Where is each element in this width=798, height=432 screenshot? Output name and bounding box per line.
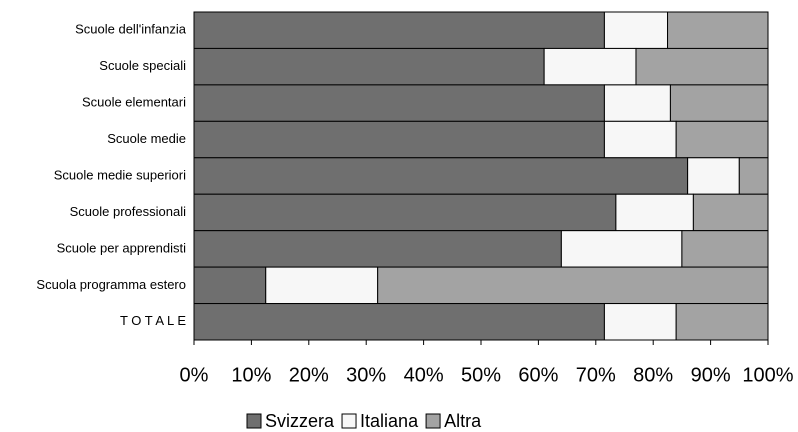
y-tick-label: Scuole speciali bbox=[99, 58, 186, 73]
x-tick-label: 90% bbox=[691, 364, 731, 386]
y-tick-label: Scuole elementari bbox=[82, 95, 186, 110]
y-tick-label: Scuole per apprendisti bbox=[57, 240, 186, 255]
bar-segment bbox=[667, 11, 769, 49]
bar-segment bbox=[603, 84, 671, 122]
bar-segment bbox=[193, 84, 605, 122]
x-tick-label: 100% bbox=[742, 364, 793, 386]
x-tick-label: 40% bbox=[404, 364, 444, 386]
legend-label: Altra bbox=[444, 411, 482, 431]
y-tick-label: Scuole dell'infanzia bbox=[75, 22, 187, 37]
bar-segment bbox=[193, 11, 605, 49]
bar-segment bbox=[692, 193, 769, 232]
y-tick-label: Scuola programma estero bbox=[36, 277, 186, 292]
bar-segment bbox=[265, 266, 379, 305]
bar-segment bbox=[675, 303, 769, 341]
legend-swatch bbox=[246, 413, 262, 429]
x-tick-label: 0% bbox=[180, 364, 209, 386]
legend-label: Italiana bbox=[360, 411, 419, 431]
bar-segment bbox=[543, 47, 637, 86]
legend-label: Svizzera bbox=[265, 411, 335, 431]
x-tick-label: 80% bbox=[633, 364, 673, 386]
bar-segment bbox=[193, 266, 267, 305]
bar-segment bbox=[687, 157, 740, 195]
bar-segment bbox=[193, 230, 562, 268]
y-tick-label: Scuole medie superiori bbox=[54, 167, 186, 182]
y-tick-label: Scuole professionali bbox=[70, 204, 186, 219]
y-tick-label: T O T A L E bbox=[120, 313, 186, 328]
bar-segment bbox=[635, 47, 769, 86]
bar-segment bbox=[377, 266, 769, 305]
legend-swatch bbox=[341, 413, 357, 429]
bar-segment bbox=[738, 157, 769, 195]
bar-segment bbox=[193, 157, 689, 195]
bar-segment bbox=[669, 84, 769, 122]
bar-segment bbox=[675, 120, 769, 159]
bar-segment bbox=[193, 193, 617, 232]
bar-segment bbox=[560, 230, 683, 268]
x-tick-label: 70% bbox=[576, 364, 616, 386]
legend-swatch bbox=[425, 413, 441, 429]
x-tick-label: 60% bbox=[518, 364, 558, 386]
bar-segment bbox=[615, 193, 694, 232]
y-tick-label: Scuole medie bbox=[107, 131, 186, 146]
bar-segment bbox=[603, 120, 677, 159]
bar-segment bbox=[193, 47, 545, 86]
x-tick-label: 30% bbox=[346, 364, 386, 386]
bar-segment bbox=[603, 303, 677, 341]
x-tick-label: 10% bbox=[231, 364, 271, 386]
bar-segment bbox=[193, 120, 605, 159]
x-tick-label: 20% bbox=[289, 364, 329, 386]
bar-segment bbox=[681, 230, 769, 268]
x-tick-label: 50% bbox=[461, 364, 501, 386]
bar-segment bbox=[603, 11, 669, 49]
bar-segment bbox=[193, 303, 605, 341]
